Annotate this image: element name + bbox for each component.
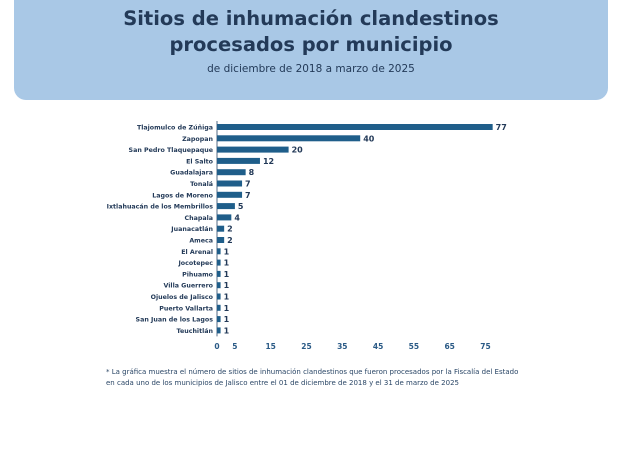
- chart-title: Sitios de inhumación clandestinos proces…: [14, 6, 608, 58]
- bar: [217, 248, 221, 255]
- bar: [217, 304, 221, 311]
- category-label: Chapala: [184, 215, 213, 222]
- title-line-1: Sitios de inhumación clandestinos: [123, 7, 499, 30]
- category-label: Tonalá: [190, 180, 213, 188]
- bar: [217, 146, 289, 153]
- x-tick-label: 0: [214, 342, 219, 351]
- footnote: * La gráfica muestra el número de sitios…: [106, 368, 519, 387]
- value-label: 1: [224, 259, 230, 268]
- value-label: 4: [234, 213, 240, 222]
- value-label: 1: [224, 293, 230, 302]
- category-label: Puerto Vallarta: [159, 305, 213, 312]
- category-label: Tlajomulco de Zúñiga: [137, 124, 213, 132]
- category-label: Guadalajara: [170, 170, 213, 177]
- value-label: 2: [227, 236, 233, 245]
- value-label: 2: [227, 225, 233, 234]
- bar: [217, 157, 260, 164]
- bar: [217, 203, 235, 210]
- bar: [217, 293, 221, 300]
- value-label: 40: [363, 134, 375, 143]
- bar: [217, 214, 232, 221]
- value-label: 7: [245, 191, 251, 200]
- value-label: 8: [249, 168, 255, 177]
- x-tick-label: 5: [232, 342, 237, 351]
- category-label: Villa Guerrero: [163, 283, 213, 290]
- category-label: San Juan de los Lagos: [136, 317, 214, 324]
- category-label: Ameca: [189, 238, 213, 245]
- bar: [217, 316, 221, 323]
- value-label: 1: [224, 270, 230, 279]
- category-label: Ixtlahuacán de los Membrillos: [107, 203, 214, 211]
- value-label: 1: [224, 304, 230, 313]
- category-label: Teuchitlán: [177, 327, 214, 335]
- title-line-2: procesados por municipio: [169, 33, 453, 56]
- category-label: Pihuamo: [182, 271, 214, 278]
- category-label: Zapopan: [182, 136, 213, 143]
- category-label: San Pedro Tlaquepaque: [129, 147, 213, 154]
- x-tick-label: 65: [444, 342, 454, 351]
- bar: [217, 327, 221, 334]
- category-label: El Salto: [186, 158, 214, 165]
- bar: [217, 180, 243, 187]
- value-label: 1: [224, 315, 230, 324]
- x-tick-label: 75: [480, 342, 490, 351]
- bar: [217, 191, 243, 198]
- category-label: Jocotepec: [177, 260, 213, 267]
- chart-subtitle: de diciembre de 2018 a marzo de 2025: [207, 63, 415, 75]
- value-label: 5: [238, 202, 244, 211]
- bar: [217, 135, 361, 142]
- x-tick-label: 55: [409, 342, 419, 351]
- category-label: El Arenal: [181, 249, 213, 256]
- value-label: 12: [263, 157, 274, 166]
- bar: [217, 270, 221, 277]
- x-tick-label: 15: [265, 342, 275, 351]
- category-label: Ojuelos de Jalisco: [151, 294, 214, 301]
- bar: [217, 282, 221, 289]
- value-label: 7: [245, 180, 251, 189]
- category-label: Juanacatlán: [170, 225, 213, 233]
- category-label: Lagos de Moreno: [152, 192, 213, 199]
- header-banner: Sitios de inhumación clandestinos proces…: [14, 0, 608, 100]
- bar: [217, 225, 225, 232]
- value-label: 1: [224, 326, 230, 335]
- x-tick-label: 25: [301, 342, 311, 351]
- value-label: 77: [496, 123, 507, 132]
- value-label: 20: [292, 146, 304, 155]
- x-tick-label: 35: [337, 342, 347, 351]
- bar: [217, 237, 225, 243]
- value-label: 1: [224, 281, 230, 290]
- bar: [217, 124, 493, 130]
- bar: [217, 169, 246, 176]
- bar: [217, 259, 221, 266]
- value-label: 1: [224, 247, 230, 256]
- x-tick-label: 45: [373, 342, 383, 351]
